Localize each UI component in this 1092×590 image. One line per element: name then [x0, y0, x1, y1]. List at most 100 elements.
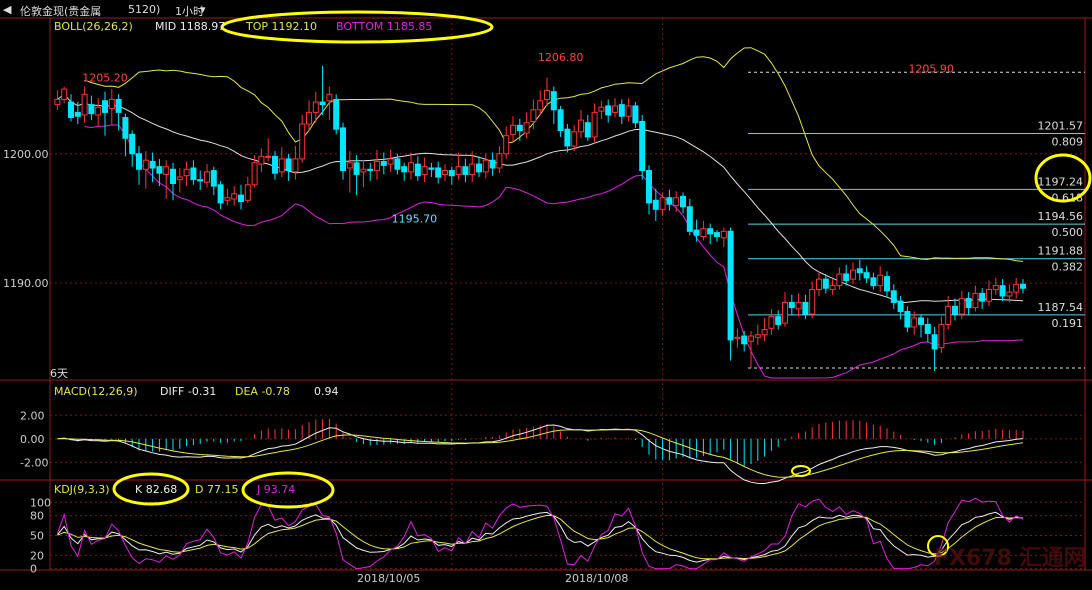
price-annotations: 1205.201206.801205.901195.701183.431183.…: [82, 51, 954, 226]
kdj-tick-label: 50: [30, 529, 44, 542]
candle-body: [367, 168, 374, 172]
boll-label: BOLL(26,26,2): [54, 20, 133, 33]
highlight-macd-cross: [791, 465, 811, 477]
candle-body: [408, 162, 414, 173]
candle-body: [306, 111, 312, 125]
kdj-k-line: [57, 511, 1024, 563]
candle-body: [428, 167, 435, 170]
candle-body: [333, 98, 340, 130]
candle-body: [918, 317, 924, 325]
candle-body: [931, 334, 938, 350]
date-label-2: 2018/10/08: [565, 572, 629, 585]
candle-body: [591, 111, 598, 138]
candle-body: [142, 159, 149, 170]
candle-body: [666, 197, 673, 205]
highlight-circles: [112, 10, 1092, 557]
kdj-label: KDJ(9,3,3): [54, 483, 110, 496]
kdj-k: K 82.68: [135, 483, 178, 496]
chevron-down-icon[interactable]: ▾: [200, 3, 206, 16]
kdj-j: J 93.74: [257, 483, 296, 496]
candle-body: [530, 109, 537, 122]
candle-body: [455, 166, 462, 175]
candle-body: [952, 305, 958, 315]
kdj-d-line: [57, 514, 1024, 560]
period-marker: 6天: [50, 367, 68, 380]
candle-body: [578, 119, 584, 133]
candle-body: [489, 159, 496, 169]
kdj-tick-label: 100: [30, 496, 51, 509]
macd-value: 0.94: [314, 385, 339, 398]
price-annotation: 1205.20: [82, 72, 128, 85]
macd-diff-line: [57, 424, 1024, 485]
candle-body: [700, 228, 707, 237]
candle-body: [88, 104, 95, 115]
candle-body: [720, 230, 727, 239]
candle-body: [1006, 291, 1013, 297]
candle-body: [850, 269, 856, 280]
candle-body: [204, 171, 210, 183]
candle-body: [761, 329, 768, 336]
candle-body: [394, 158, 401, 170]
candle-body: [707, 228, 714, 235]
candle-body: [503, 135, 510, 155]
candle-body: [74, 111, 81, 117]
kdj-tick-label: 20: [30, 549, 44, 562]
candle-body: [911, 317, 918, 328]
candle-body: [904, 310, 911, 328]
candle-body: [632, 105, 639, 124]
candle-body: [945, 305, 952, 325]
candle-body: [510, 124, 516, 135]
candle-body: [136, 153, 142, 170]
candle-body: [353, 162, 360, 175]
price-annotation: 1205.90: [908, 62, 954, 75]
candle-body: [278, 158, 285, 173]
candle-body: [319, 101, 326, 106]
price-tick-label: 1200.00: [3, 148, 49, 161]
candle-body: [639, 120, 646, 172]
candle-body: [68, 101, 74, 119]
candle-body: [387, 158, 394, 165]
fib-ratio-label: 0.191: [1052, 317, 1084, 330]
candle-body: [652, 199, 659, 210]
kdj-tick-label: 0: [30, 563, 37, 576]
candle-body: [686, 206, 693, 232]
candle-body: [61, 88, 68, 100]
kdj-panel: [56, 497, 1024, 570]
watermark-logo: FX678 汇通网: [934, 546, 1086, 571]
candle-body: [224, 197, 231, 201]
candle-body: [924, 323, 931, 334]
candle-body: [251, 162, 258, 186]
period-selector[interactable]: 1小时: [175, 5, 204, 18]
candle-body: [469, 163, 476, 175]
candle-body: [102, 100, 108, 113]
candle-body: [326, 93, 333, 102]
candle-body: [788, 301, 795, 309]
candle-body: [843, 273, 850, 281]
candle-body: [197, 179, 204, 182]
candle-body: [210, 170, 217, 187]
candle-body: [360, 168, 367, 173]
candle-body: [129, 133, 136, 155]
kdj-d: D 77.15: [195, 483, 239, 496]
candle-body: [965, 298, 972, 309]
candle-body: [795, 301, 802, 310]
instrument-name: 伦敦金现(贵金属: [20, 5, 102, 18]
candle-body: [564, 128, 571, 147]
candle-body: [938, 323, 945, 349]
candle-body: [625, 105, 632, 117]
candle-body: [727, 230, 734, 341]
candlesticks: [54, 65, 1026, 371]
candle-body: [734, 336, 741, 340]
candle-body: [618, 104, 625, 117]
back-arrow-icon[interactable]: ◀: [3, 3, 12, 16]
candle-body: [612, 105, 618, 113]
price-annotation: 1195.70: [392, 212, 438, 225]
candle-body: [741, 335, 748, 345]
candle-body: [312, 101, 319, 113]
fib-price-label: 1197.24: [1038, 175, 1084, 188]
candle-body: [380, 161, 387, 166]
candle-body: [340, 127, 346, 172]
candle-body: [95, 106, 102, 116]
candle-body: [448, 170, 455, 177]
candle-body: [782, 301, 788, 324]
